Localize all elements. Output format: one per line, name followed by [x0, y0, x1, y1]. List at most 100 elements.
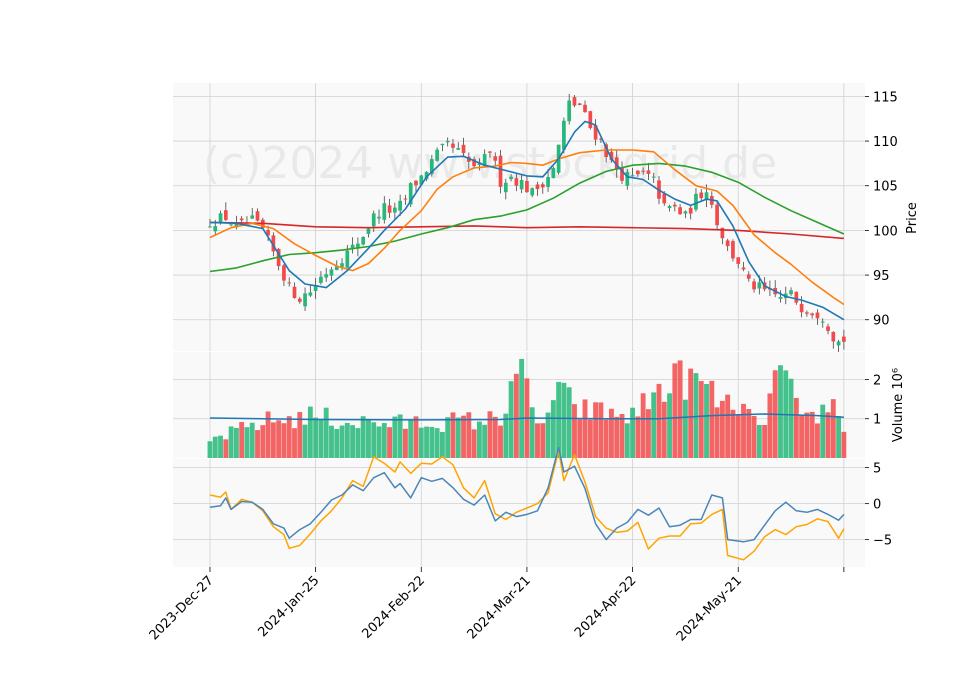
- volume-bar: [693, 373, 699, 458]
- volume-bar: [445, 417, 451, 458]
- volume-bar: [556, 381, 562, 458]
- candle-body: [403, 198, 408, 200]
- volume-bar: [550, 400, 556, 458]
- candle-body: [620, 167, 624, 181]
- volume-bar: [429, 426, 435, 458]
- candle-body: [514, 178, 519, 186]
- volume-bar: [756, 424, 762, 458]
- candle-body: [625, 171, 630, 186]
- candle-body: [509, 176, 513, 180]
- volume-bar: [746, 409, 752, 458]
- price-tick-label: 115: [873, 90, 898, 105]
- volume-bar: [698, 381, 704, 458]
- candle-body: [530, 188, 535, 196]
- volume-bar: [471, 429, 477, 458]
- candle-body: [340, 263, 344, 267]
- volume-bar: [730, 409, 736, 458]
- candle-body: [208, 226, 212, 228]
- volume-bar: [804, 412, 810, 458]
- price-tick-label: 95: [873, 269, 890, 284]
- volume-bar: [667, 393, 672, 458]
- candle-body: [715, 204, 719, 226]
- volume-bar: [603, 419, 609, 458]
- volume-bar: [809, 411, 815, 458]
- x-tick-label: 2023-Dec-27: [147, 573, 217, 643]
- volume-bar: [360, 416, 366, 458]
- volume-bar: [371, 422, 377, 458]
- candle-body: [535, 184, 540, 190]
- volume-bar: [297, 412, 303, 458]
- candle-body: [419, 175, 424, 185]
- volume-bar: [825, 412, 831, 458]
- candle-body: [303, 293, 307, 307]
- ma-200-line: [209, 221, 844, 240]
- volume-bar: [218, 435, 223, 458]
- candle-body: [255, 211, 260, 221]
- volume-bar: [598, 402, 604, 458]
- x-tick-label: 2024-Feb-22: [359, 573, 428, 642]
- candle-body: [218, 213, 223, 224]
- volume-bar: [587, 419, 593, 458]
- x-tick-label: 2024-May-21: [674, 573, 745, 644]
- volume-bar: [249, 422, 255, 458]
- volume-bar: [682, 399, 688, 458]
- volume-bar: [535, 423, 540, 458]
- candle-body: [820, 321, 825, 323]
- volume-bar: [466, 412, 472, 458]
- volume-bar: [778, 365, 783, 458]
- volume-bar: [614, 416, 620, 458]
- candle-body: [746, 274, 751, 279]
- volume-panel: 12 Volume 10⁶: [173, 352, 906, 458]
- ma-mid-line: [209, 149, 845, 306]
- volume-bar: [540, 423, 546, 458]
- candle-body: [292, 286, 297, 298]
- volume-bar: [661, 401, 667, 458]
- volume-bar: [239, 422, 245, 458]
- x-tick-label: 2024-Mar-21: [465, 573, 534, 642]
- volume-bar: [461, 415, 466, 458]
- candle-body: [371, 213, 376, 227]
- volume-bar: [572, 404, 577, 458]
- candle-body: [540, 184, 545, 188]
- candle-body: [297, 298, 302, 302]
- candle-body: [799, 303, 804, 313]
- volume-bar: [672, 363, 678, 458]
- volume-bar: [281, 423, 287, 458]
- volume-bar: [223, 439, 229, 458]
- candle-body: [831, 331, 836, 342]
- candle-body: [683, 211, 688, 214]
- candle-body: [234, 223, 239, 228]
- volume-bar: [561, 382, 567, 458]
- price-panel-background: [173, 83, 865, 351]
- candle-body: [525, 180, 529, 193]
- candle-body: [472, 159, 476, 167]
- candle-body: [414, 180, 418, 186]
- volume-bar: [725, 394, 731, 458]
- volume-bar: [519, 358, 525, 458]
- candle-body: [503, 182, 508, 193]
- candle-body: [393, 207, 397, 213]
- oscillator-grid: [173, 459, 865, 567]
- oscillator-panel-background: [173, 459, 865, 567]
- volume-bar: [381, 423, 387, 458]
- candle-body: [646, 170, 651, 174]
- osc-tick-label: 0: [873, 498, 881, 513]
- candle-body: [324, 274, 329, 278]
- candle-body: [387, 205, 392, 213]
- candle-body: [688, 207, 693, 214]
- ma-short-line: [209, 120, 845, 321]
- volume-bar: [719, 400, 725, 458]
- volume-tick-label: 2: [873, 373, 881, 388]
- volume-bar: [630, 407, 636, 458]
- candle-body: [815, 312, 820, 319]
- volume-bar: [741, 403, 746, 458]
- volume-bar: [815, 423, 820, 458]
- volume-bar: [439, 431, 445, 458]
- volume-bar: [788, 378, 794, 458]
- volume-bar: [482, 424, 488, 458]
- volume-bar: [593, 402, 599, 458]
- volume-bar: [344, 422, 350, 458]
- volume-bar: [339, 425, 345, 458]
- volume-bar: [233, 427, 239, 458]
- volume-bar: [619, 414, 625, 458]
